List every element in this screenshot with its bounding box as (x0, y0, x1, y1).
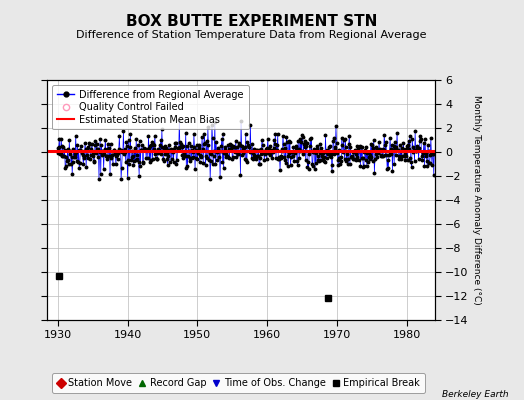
Text: Berkeley Earth: Berkeley Earth (442, 390, 508, 399)
Y-axis label: Monthly Temperature Anomaly Difference (°C): Monthly Temperature Anomaly Difference (… (472, 95, 481, 305)
Text: Difference of Station Temperature Data from Regional Average: Difference of Station Temperature Data f… (77, 30, 427, 40)
Legend: Difference from Regional Average, Quality Control Failed, Estimated Station Mean: Difference from Regional Average, Qualit… (52, 85, 248, 130)
Text: BOX BUTTE EXPERIMENT STN: BOX BUTTE EXPERIMENT STN (126, 14, 377, 29)
Legend: Station Move, Record Gap, Time of Obs. Change, Empirical Break: Station Move, Record Gap, Time of Obs. C… (52, 374, 425, 393)
